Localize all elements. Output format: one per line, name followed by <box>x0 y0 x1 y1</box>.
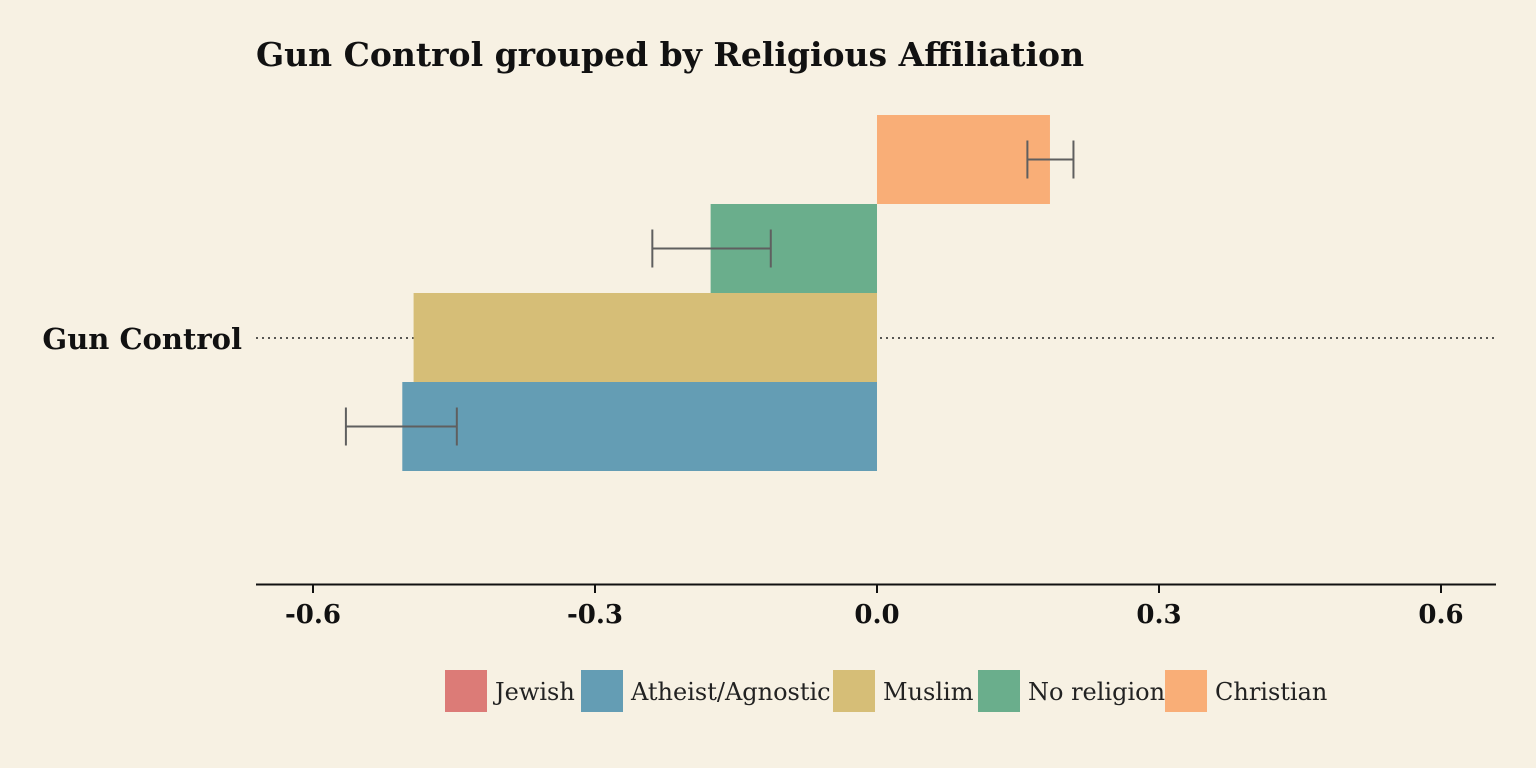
bars-layer <box>402 115 1050 471</box>
x-axis-ticks: -0.6 -0.3 0.0 0.3 0.6 <box>285 584 1464 630</box>
legend-label-atheist-agnostic: Atheist/Agnostic <box>630 678 831 706</box>
legend-swatch-atheist-agnostic <box>581 670 623 712</box>
x-tick-label: 0.6 <box>1418 600 1463 630</box>
bar-christian <box>877 115 1050 204</box>
error-bar-atheist-agnostic <box>344 407 458 446</box>
legend-swatch-jewish <box>445 670 487 712</box>
error-bar-no-religion <box>651 229 772 268</box>
legend: Jewish Atheist/Agnostic Muslim No religion C… <box>445 670 1327 712</box>
error-bar-christian <box>1026 140 1075 179</box>
bar-atheist-agnostic <box>402 382 877 471</box>
x-tick-label: 0.0 <box>854 600 899 630</box>
x-tick-label: 0.3 <box>1136 600 1181 630</box>
x-tick-label: -0.6 <box>285 600 341 630</box>
legend-label-no-religion: No religion <box>1028 678 1165 706</box>
legend-swatch-no-religion <box>978 670 1020 712</box>
x-tick-label: -0.3 <box>567 600 623 630</box>
legend-swatch-muslim <box>833 670 875 712</box>
legend-label-jewish: Jewish <box>492 678 575 706</box>
legend-label-christian: Christian <box>1215 678 1327 706</box>
bar-muslim <box>413 293 877 382</box>
category-label: Gun Control <box>42 322 242 356</box>
error-bars-layer <box>344 140 1075 446</box>
legend-label-muslim: Muslim <box>883 678 974 706</box>
legend-swatch-christian <box>1165 670 1207 712</box>
chart-title: Gun Control grouped by Religious Affilia… <box>256 35 1084 74</box>
